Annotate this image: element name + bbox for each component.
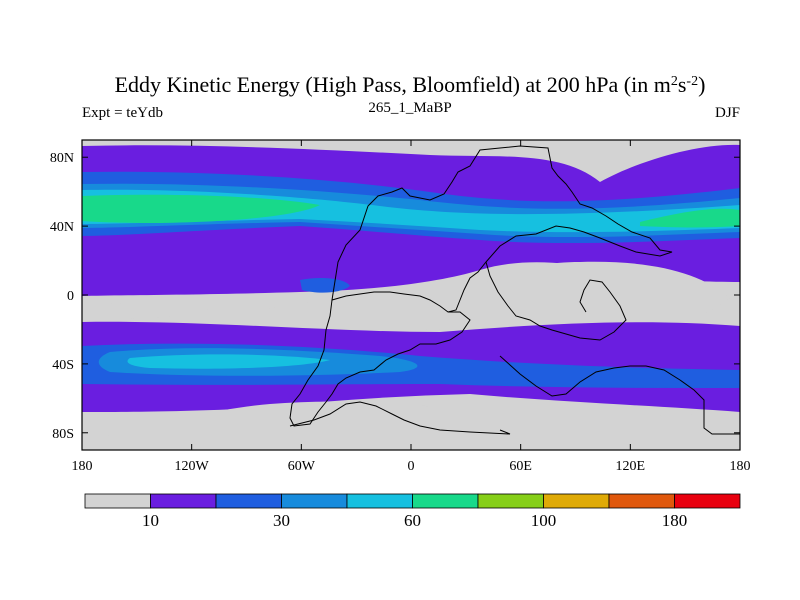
field-blob-equatorial-blue — [300, 278, 350, 293]
y-tick-label: 80S — [52, 427, 74, 442]
subtitle-right: DJF — [715, 105, 740, 121]
colorbar-swatch — [477, 493, 544, 509]
colorbar-swatch — [608, 493, 675, 509]
x-tick-label: 60E — [509, 459, 532, 474]
x-tick-label: 0 — [408, 459, 415, 474]
colorbar-swatch — [674, 493, 741, 509]
x-tick-label: 180 — [730, 459, 751, 474]
colorbar-swatch — [84, 493, 151, 509]
field-band-nh-green — [82, 194, 320, 223]
colorbar: 10 30 60 100 180 — [84, 493, 741, 530]
x-tick-label: 120W — [175, 459, 210, 474]
subtitle-left: Expt = teYdb — [82, 105, 163, 121]
y-tick-label: 80N — [50, 151, 74, 166]
colorbar-swatch — [346, 493, 413, 509]
chart-title: Eddy Kinetic Energy (High Pass, Bloomfie… — [115, 72, 706, 97]
colorbar-swatch — [150, 493, 217, 509]
y-tick-label: 0 — [67, 289, 74, 304]
y-tick-label: 40S — [52, 358, 74, 373]
colorbar-label: 100 — [531, 511, 557, 530]
continent-outlines — [289, 145, 740, 435]
colorbar-label: 30 — [273, 511, 290, 530]
x-tick-label: 180 — [72, 459, 93, 474]
y-axis: 80S 40S 0 40N 80N — [50, 151, 740, 442]
colorbar-label: 10 — [142, 511, 159, 530]
outline-africa — [289, 299, 471, 427]
x-tick-label: 120E — [616, 459, 646, 474]
field-gap-south — [82, 401, 740, 450]
outline-australia — [499, 355, 740, 435]
colorbar-swatch — [412, 493, 479, 509]
colorbar-label: 60 — [404, 511, 421, 530]
subtitle-center: 265_1_MaBP — [368, 100, 451, 116]
x-axis: 180 120W 60W 0 60E 120E 180 — [72, 140, 751, 474]
colorbar-label: 180 — [662, 511, 688, 530]
y-tick-label: 40N — [50, 220, 74, 235]
colorbar-swatch — [281, 493, 348, 509]
field-band-nh-green-east — [640, 208, 740, 228]
field-gap-equatorial-central — [230, 261, 730, 337]
colorbar-swatch — [543, 493, 610, 509]
field-gap-equatorial-west — [82, 303, 210, 319]
outline-antarctic — [289, 401, 511, 435]
field-band-sh-cyan — [127, 354, 331, 369]
outline-india-se-asia — [485, 261, 627, 341]
plot-area — [82, 140, 740, 450]
x-tick-label: 60W — [288, 459, 316, 474]
colorbar-swatch — [215, 493, 282, 509]
